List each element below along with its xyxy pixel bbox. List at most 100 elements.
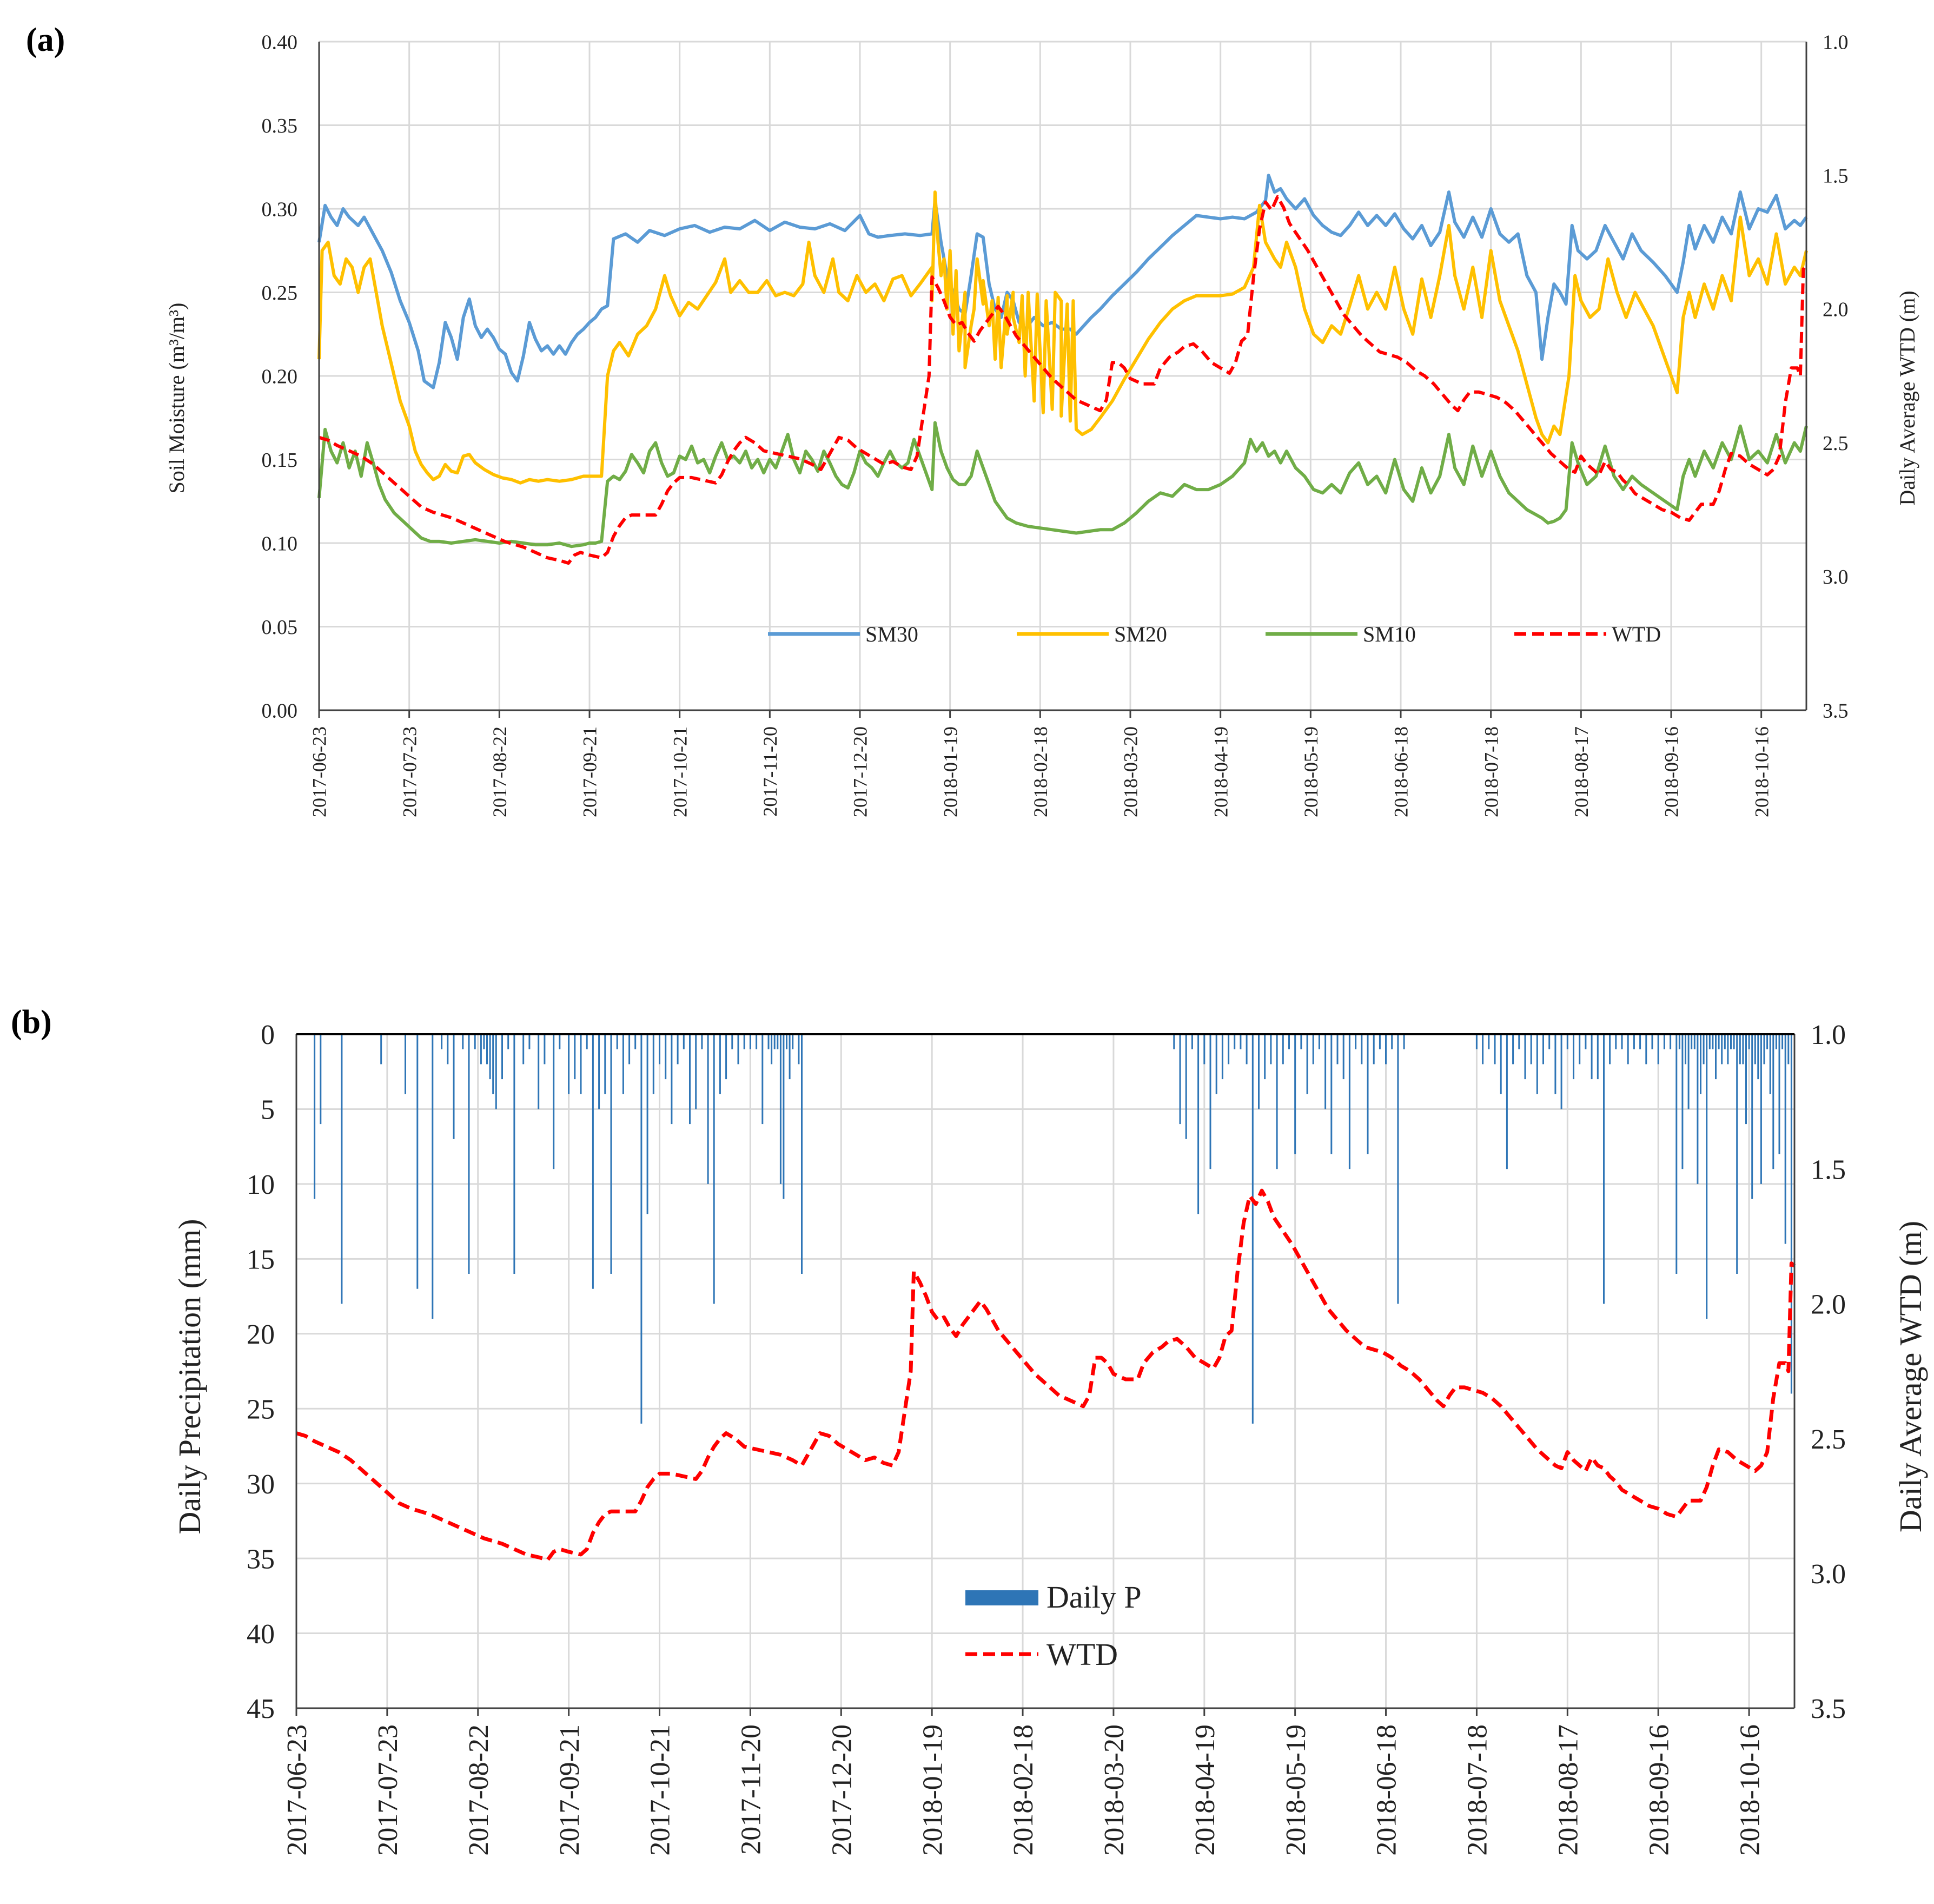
precip-bar xyxy=(1697,1034,1699,1184)
precip-bar xyxy=(1751,1034,1753,1199)
precip-bar xyxy=(798,1034,800,1065)
x-tick-label: 2017-11-20 xyxy=(736,1724,767,1855)
precip-bar xyxy=(1348,1034,1350,1169)
precip-bar xyxy=(1336,1034,1339,1065)
x-tick-label: 2017-12-20 xyxy=(850,726,871,817)
precip-bar xyxy=(1760,1034,1762,1184)
x-tick-label: 2018-10-16 xyxy=(1734,1724,1765,1856)
x-tick-label: 2018-03-20 xyxy=(1099,1724,1130,1856)
precip-bar xyxy=(1736,1034,1738,1274)
precip-bar xyxy=(528,1034,531,1049)
precip-bar xyxy=(598,1034,600,1109)
precip-bar xyxy=(701,1034,703,1049)
precip-bar xyxy=(507,1034,509,1049)
precip-bar xyxy=(1330,1034,1333,1154)
x-tick-label: 2018-04-19 xyxy=(1190,1724,1221,1856)
precip-bar xyxy=(1627,1034,1629,1065)
precip-bar xyxy=(1685,1034,1686,1065)
precip-bar xyxy=(731,1034,733,1049)
precip-bar xyxy=(1246,1034,1248,1065)
x-tick-label: 2017-08-22 xyxy=(463,1724,494,1856)
legend-label-wtd: WTD xyxy=(1047,1637,1118,1672)
series-line-sm20 xyxy=(317,190,1808,485)
precip-bar xyxy=(1663,1034,1665,1049)
y2-tick-label: 3.0 xyxy=(1811,1559,1846,1590)
precip-bar xyxy=(689,1034,691,1125)
x-tick-label: 2018-09-16 xyxy=(1644,1724,1674,1856)
precip-bar xyxy=(719,1034,721,1094)
precip-bar xyxy=(501,1034,503,1080)
precip-bar xyxy=(1403,1034,1405,1049)
x-tick-label: 2017-11-20 xyxy=(759,726,781,817)
precip-bar xyxy=(553,1034,555,1169)
precip-bar xyxy=(737,1034,739,1065)
precip-bar xyxy=(574,1034,576,1080)
precip-bar xyxy=(1721,1034,1723,1065)
precip-bar xyxy=(1787,1034,1790,1065)
precip-bar xyxy=(568,1034,570,1094)
precip-bar xyxy=(1385,1034,1387,1065)
precip-bar xyxy=(756,1034,758,1049)
precip-bar xyxy=(1251,1034,1254,1424)
x-tick-label: 2017-07-23 xyxy=(373,1724,403,1856)
y2-tick-label: 3.5 xyxy=(1823,699,1849,722)
precip-bar xyxy=(1270,1034,1272,1065)
precip-bar xyxy=(1597,1034,1599,1080)
legend-label-sm10: SM10 xyxy=(1363,622,1416,646)
precip-bar xyxy=(677,1034,679,1065)
precip-bar xyxy=(474,1034,476,1049)
panel-b-precip-bars xyxy=(314,1034,1796,1424)
x-tick-label: 2018-04-19 xyxy=(1210,726,1231,817)
precip-bar xyxy=(1506,1034,1508,1169)
precip-bar xyxy=(1342,1034,1344,1080)
y-tick-label: 0.05 xyxy=(262,616,298,639)
precip-bar xyxy=(1276,1034,1278,1169)
x-tick-label: 2017-10-21 xyxy=(669,726,691,817)
precip-bar xyxy=(580,1034,582,1094)
panel-b-label: (b) xyxy=(11,1004,52,1041)
precip-bar xyxy=(1288,1034,1290,1049)
precip-bar xyxy=(1258,1034,1260,1109)
precip-bar xyxy=(1693,1034,1695,1049)
precip-bar xyxy=(1306,1034,1308,1094)
precip-bar xyxy=(320,1034,322,1125)
precip-bar xyxy=(1790,1034,1792,1394)
precip-bar xyxy=(604,1034,606,1094)
precip-bar xyxy=(1718,1034,1720,1049)
precip-bar xyxy=(1554,1034,1557,1094)
precip-bar xyxy=(801,1034,803,1274)
precip-bar xyxy=(1621,1034,1623,1049)
precip-bar xyxy=(453,1034,455,1139)
precip-bar xyxy=(1754,1034,1756,1065)
y2-tick-label: 1.0 xyxy=(1823,31,1849,54)
panel-a-left-tick-labels: 0.00 0.05 0.10 0.15 0.20 0.25 0.30 0.35 0.40 xyxy=(262,31,298,722)
precip-bar xyxy=(1367,1034,1369,1154)
precip-bar xyxy=(480,1034,482,1065)
panel-a-series xyxy=(317,174,1808,565)
precip-bar xyxy=(1730,1034,1732,1049)
panel-a-soil-moisture-chart: (a) 0.00 0.05 0.10 0.15 0.20 0.25 0.30 0.35 0.40… xyxy=(26,22,1919,817)
precip-bar xyxy=(1355,1034,1357,1049)
y-tick-label: 15 xyxy=(247,1245,275,1275)
precip-bar xyxy=(1215,1034,1217,1094)
precip-bar xyxy=(1179,1034,1181,1125)
precip-bar xyxy=(1591,1034,1593,1080)
x-tick-label: 2018-01-19 xyxy=(917,1724,948,1856)
panel-a-gridlines xyxy=(318,41,1806,711)
x-tick-label: 2017-12-20 xyxy=(826,1724,857,1856)
precip-bar xyxy=(1264,1034,1266,1080)
y-tick-label: 0.40 xyxy=(262,31,298,54)
precip-bar xyxy=(416,1034,419,1289)
x-tick-label: 2018-05-19 xyxy=(1281,1724,1312,1856)
series-line-sm10 xyxy=(317,421,1808,548)
precip-bar xyxy=(1488,1034,1490,1049)
x-tick-label: 2018-07-18 xyxy=(1462,1724,1493,1856)
x-tick-label: 2018-08-17 xyxy=(1553,1724,1584,1856)
precip-bar xyxy=(713,1034,715,1304)
precip-bar xyxy=(1203,1034,1206,1065)
panel-a-label: (a) xyxy=(26,22,65,58)
panel-a-right-tick-labels: 1.0 1.5 2.0 2.5 3.0 3.5 xyxy=(1823,31,1849,722)
panel-b-legend: Daily P WTD xyxy=(965,1579,1142,1672)
precip-bar xyxy=(1379,1034,1381,1049)
precip-bar xyxy=(1482,1034,1484,1065)
